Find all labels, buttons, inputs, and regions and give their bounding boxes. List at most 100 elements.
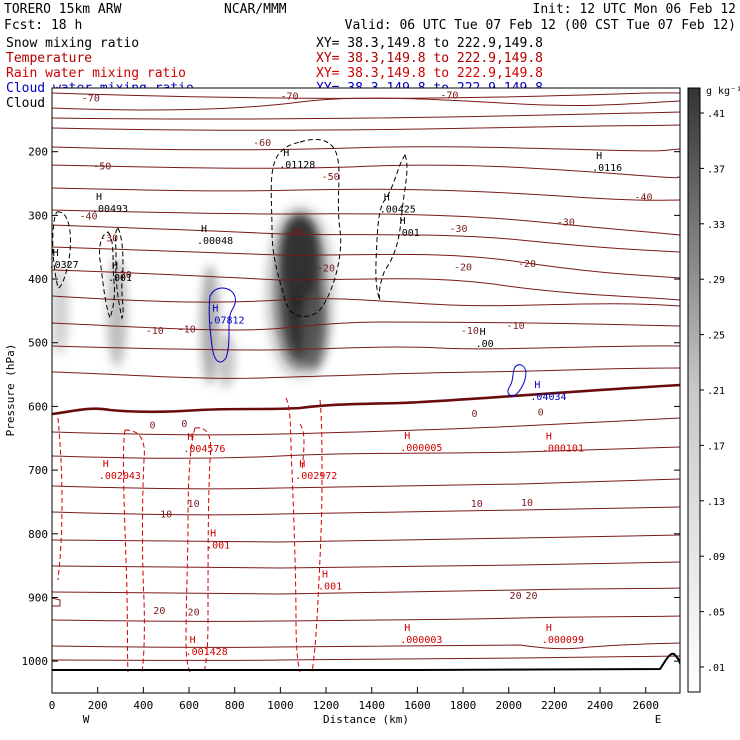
y-tick-label: 900 [28,591,48,604]
y-tick-label: 1000 [22,655,49,668]
y-tick-label: 600 [28,400,48,413]
extremum-marker: H [299,459,305,470]
extremum-value: .000005 [400,443,442,454]
extremum-value: .00048 [197,236,233,247]
valid-time: Valid: 06 UTC Tue 07 Feb 12 (00 CST Tue … [345,18,736,33]
x-tick-label: 2600 [632,699,659,712]
extremum-marker: H [596,151,602,162]
colorbar-tick-label: .37 [707,164,725,175]
x-tick-label: 200 [88,699,108,712]
colorbar-tick-label: .25 [707,331,725,342]
x-axis-east: E [655,713,662,726]
extremum-value: .001 [396,228,420,239]
isotherm-label: -20 [317,264,335,275]
isotherm-label: 0 [538,408,544,419]
x-tick-label: 2200 [541,699,568,712]
extremum-value: .001 [206,540,230,551]
isotherm-label: -10 [507,321,525,332]
y-tick-label: 400 [28,273,48,286]
isotherm-label: -10 [146,326,164,337]
x-tick-label: 1800 [450,699,477,712]
extremum-value: .07812 [208,315,244,326]
colorbar-tick-label: .13 [707,497,725,508]
extremum-value: .01128 [279,160,315,171]
isotherm-label: -10 [461,326,479,337]
extremum-value: .000003 [400,635,442,646]
extremum-value: .002972 [295,471,337,482]
isotherm-label: -40 [80,211,98,222]
extremum-marker: H [53,248,59,259]
isotherm-label: -10 [178,325,196,336]
extremum-marker: H [546,623,552,634]
colorbar-gradient [687,87,701,693]
plot-frame [51,87,681,694]
extremum-marker: H [404,431,410,442]
extremum-value: .001428 [186,647,228,658]
isotherm-label: -70 [280,92,298,103]
extremum-value: .00425 [380,205,416,216]
colorbar-tick-label: .41 [707,109,725,120]
model-title: TORERO 15km ARW [4,2,122,17]
colorbar-tick-label: .33 [707,220,725,231]
extremum-value: .04034 [530,392,566,403]
isotherm-label: 10 [521,498,533,509]
isotherm-label: 0 [471,409,477,420]
extremum-value: .00493 [92,204,128,215]
isotherm-label: -40 [634,192,652,203]
extremum-marker: H [480,327,486,338]
field-xy: XY= 38.3,149.8 to 222.9,149.8 [316,51,543,66]
x-tick-label: 2000 [495,699,522,712]
x-tick-label: 0 [49,699,56,712]
extremum-marker: H [283,148,289,159]
y-tick-label: 800 [28,528,48,541]
isotherm-label: 0 [149,420,155,431]
field-name: Temperature [6,51,92,66]
colorbar-tick-label: .29 [707,275,725,286]
isotherm-label: 0 [181,419,187,430]
x-tick-label: 1400 [358,699,385,712]
cloud-water-contours [208,287,527,397]
y-tick-label: 300 [28,209,48,222]
x-tick-label: 600 [179,699,199,712]
extremum-value: .001 [318,582,342,593]
org-title: NCAR/MMM [224,2,287,17]
isotherm-label: 20 [510,591,522,602]
temperature-labels: -70 -70 -70 -60 -50 -50 -40 -40 -30 -30 -30 -30 -20 -… [80,90,653,618]
field-name: Snow mixing ratio [6,36,139,51]
colorbar-tick-label: .17 [707,441,725,452]
forecast-hour: Fcst: 18 h [4,18,82,33]
colorbar: g kg⁻¹ .01 .05 .09 .13 .17 .21 .25 .29 .33 .37 .41 [687,86,740,693]
isotherm-label: -30 [100,234,118,245]
y-tick-label: 200 [28,146,48,159]
extremum-value: .000101 [542,443,584,454]
isotherm-label: 10 [188,499,200,510]
y-tick-label: 500 [28,337,48,350]
field-xy: XY= 38.3,149.8 to 222.9,149.8 [316,66,543,81]
y-tick-label: 700 [28,464,48,477]
extremum-marker: H [190,635,196,646]
colorbar-tick-label: .05 [707,608,725,619]
isotherm-label: 10 [471,499,483,510]
init-time: Init: 12 UTC Mon 06 Feb 12 [533,2,737,17]
temperature-isotherms [52,92,680,661]
rain-contours [57,397,323,673]
isotherm-label: 20 [153,606,165,617]
isotherm-label: -50 [322,172,340,183]
isotherm-label: -30 [557,218,575,229]
field-name: Rain water mixing ratio [6,66,186,81]
colorbar-unit: g kg⁻¹ [706,86,740,97]
field-xy: XY= 38.3,149.8 to 222.9,149.8 [316,36,543,51]
isotherm-label: 10 [160,509,172,520]
extremum-marker: H [187,432,193,443]
isotherm-label: -20 [454,262,472,273]
x-tick-label: 800 [225,699,245,712]
x-tick-label: 400 [133,699,153,712]
extremum-marker: H [212,303,218,314]
extremum-marker: H [96,192,102,203]
extremum-marker: H [384,193,390,204]
extremum-marker: H [546,431,552,442]
extremum-value: .004576 [183,444,225,455]
isotherm-label: 20 [526,591,538,602]
isotherm-label: -20 [518,259,536,270]
